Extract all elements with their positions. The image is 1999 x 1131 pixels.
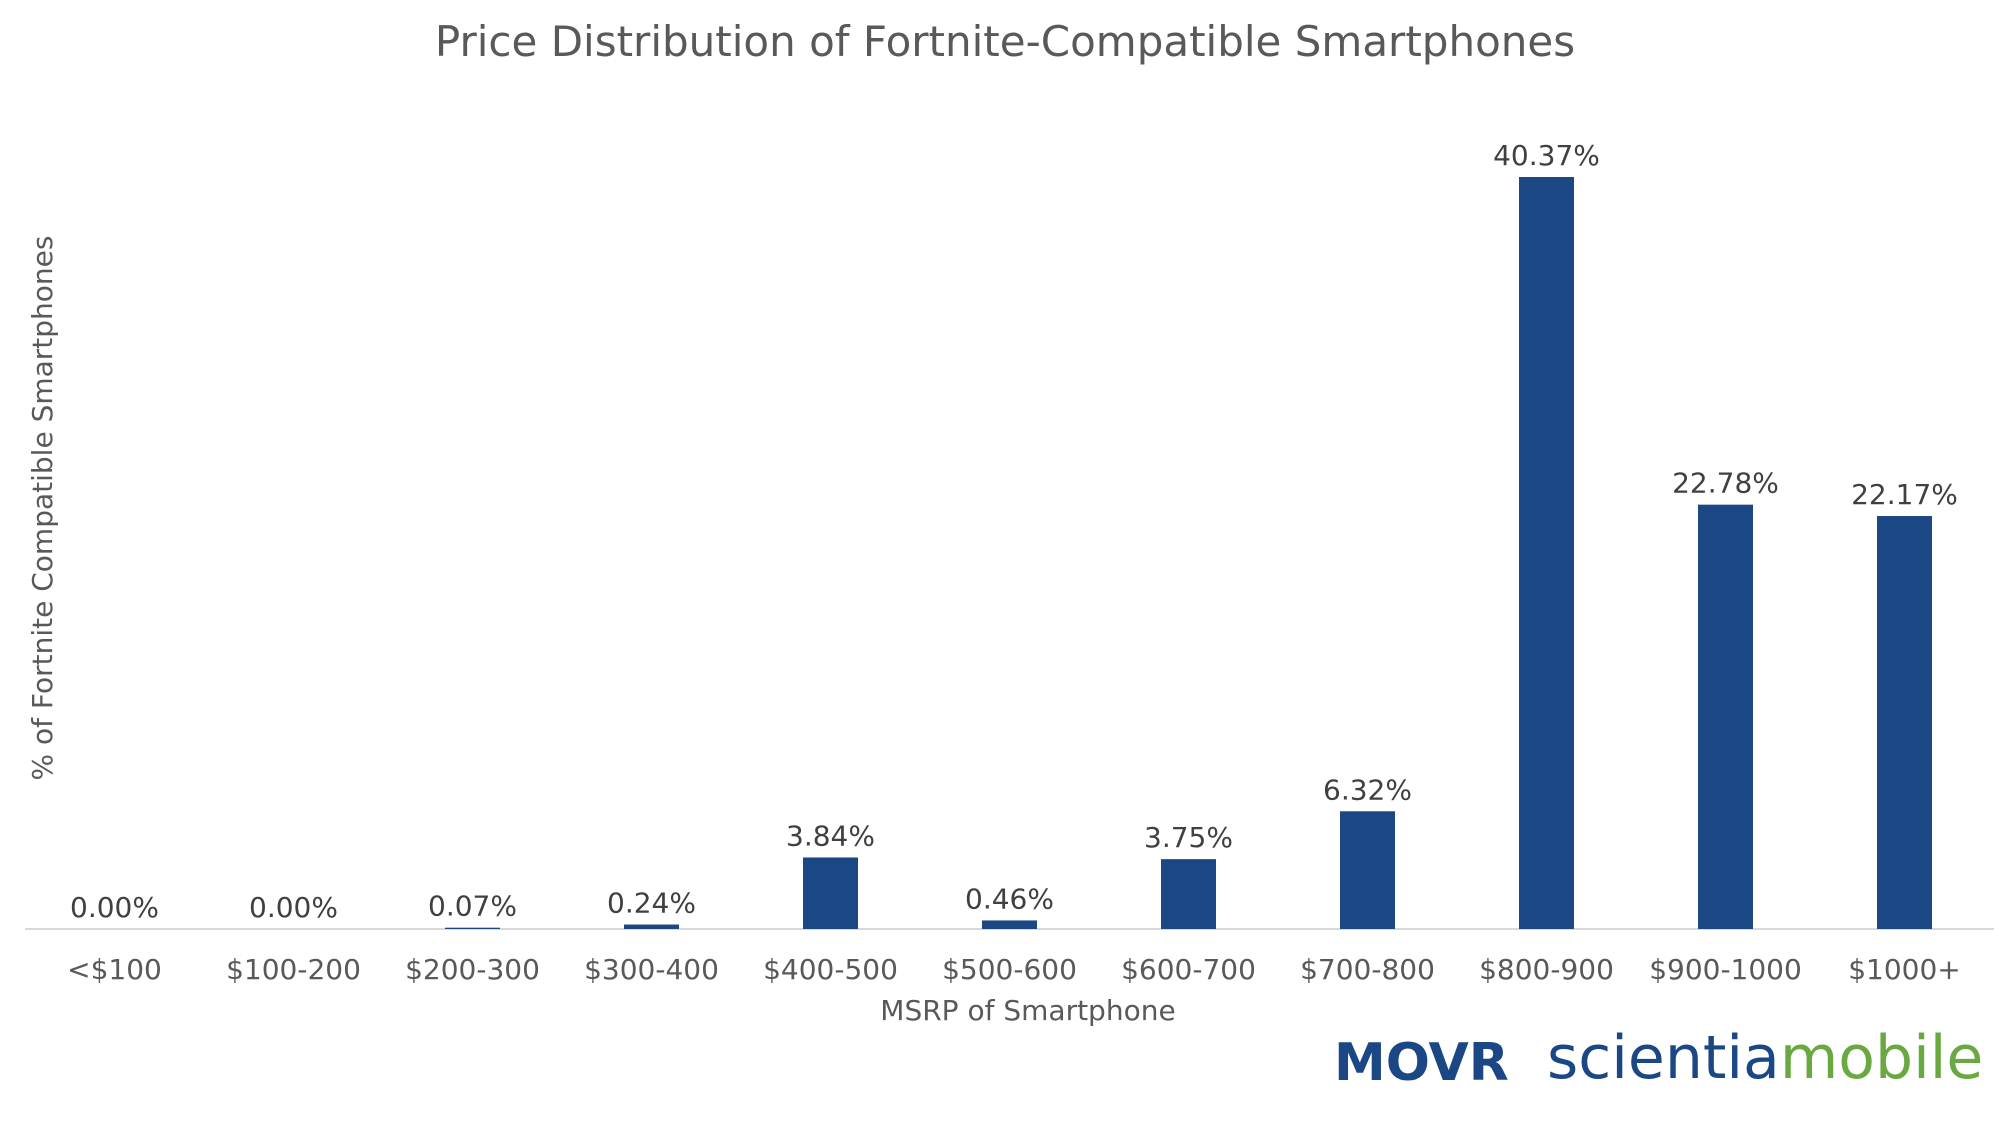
bar bbox=[803, 857, 858, 929]
chart-title: Price Distribution of Fortnite-Compatibl… bbox=[435, 17, 1575, 66]
x-tick-label: $1000+ bbox=[1848, 953, 1961, 986]
bar bbox=[1698, 504, 1753, 929]
x-tick-label: <$100 bbox=[67, 953, 162, 986]
x-axis-label: MSRP of Smartphone bbox=[880, 994, 1175, 1027]
data-label: 0.24% bbox=[607, 887, 696, 920]
data-label: 0.07% bbox=[428, 890, 517, 923]
scientiamobile-logo-part2: mobile bbox=[1780, 1023, 1984, 1093]
bar bbox=[982, 920, 1037, 929]
movr-logo: MOVR bbox=[1334, 1033, 1509, 1093]
x-tick-label: $700-800 bbox=[1300, 953, 1435, 986]
bar bbox=[1877, 516, 1932, 929]
data-label: 0.00% bbox=[70, 891, 159, 924]
bar bbox=[624, 924, 679, 929]
x-tick-label: $300-400 bbox=[584, 953, 719, 986]
data-label: 0.00% bbox=[249, 891, 338, 924]
scientiamobile-logo-part1: scientia bbox=[1547, 1023, 1780, 1093]
data-label: 3.75% bbox=[1144, 821, 1233, 854]
x-tick-label: $500-600 bbox=[942, 953, 1077, 986]
bars-group bbox=[445, 177, 1932, 929]
x-tick-label: $400-500 bbox=[763, 953, 898, 986]
bar bbox=[1340, 811, 1395, 929]
x-tick-label: $100-200 bbox=[226, 953, 361, 986]
data-label: 0.46% bbox=[965, 882, 1054, 915]
data-label: 22.78% bbox=[1672, 467, 1779, 500]
x-tick-labels-group: <$100 $100-200 $200-300 $300-400 $400-500 $50… bbox=[67, 953, 1961, 986]
data-labels-group: 0.00% 0.00% 0.07% 0.24% 3.84% 0.46% 3.75% 6.32%… bbox=[70, 139, 1958, 924]
y-axis-label: % of Fortnite Compatible Smartphones bbox=[26, 236, 59, 781]
x-tick-label: $800-900 bbox=[1479, 953, 1614, 986]
x-tick-label: $900-1000 bbox=[1649, 953, 1802, 986]
bar bbox=[1161, 859, 1216, 929]
bar bbox=[445, 927, 500, 929]
x-tick-label: $200-300 bbox=[405, 953, 540, 986]
data-label: 22.17% bbox=[1851, 478, 1958, 511]
scientiamobile-logo: scientiamobile bbox=[1547, 1023, 1983, 1093]
data-label: 3.84% bbox=[786, 819, 875, 852]
bar bbox=[1519, 177, 1574, 929]
data-label: 6.32% bbox=[1323, 773, 1412, 806]
x-tick-label: $600-700 bbox=[1121, 953, 1256, 986]
data-label: 40.37% bbox=[1493, 139, 1600, 172]
